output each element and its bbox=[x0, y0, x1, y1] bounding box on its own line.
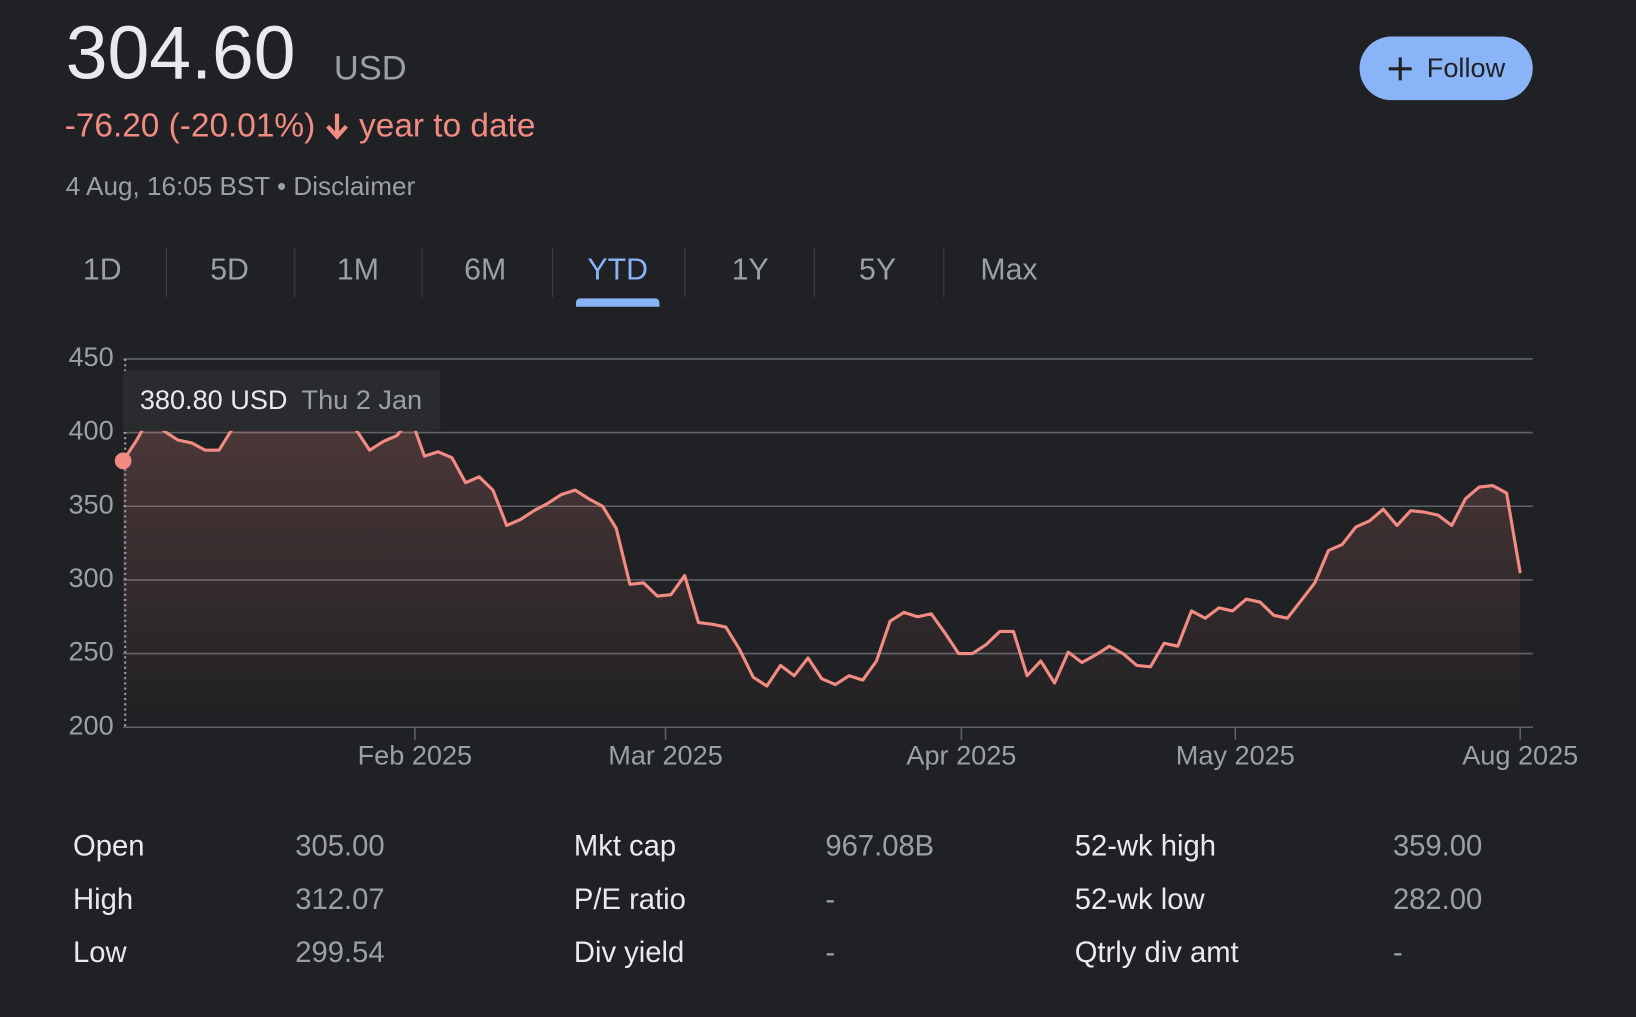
currency: USD bbox=[333, 47, 407, 87]
y-tick-label: 350 bbox=[68, 488, 113, 519]
disclaimer[interactable]: Disclaimer bbox=[293, 172, 416, 202]
chart: 200 250 300 350 400 450 Feb 2025 Mar 2025 Apr 20… bbox=[68, 341, 1578, 771]
follow-label: Follow bbox=[1426, 52, 1506, 84]
y-tick-label: 300 bbox=[68, 562, 113, 593]
down-arrow bbox=[326, 113, 349, 140]
tooltip-date: Thu 2 Jan bbox=[302, 384, 423, 415]
x-tick-label: May 2025 bbox=[1176, 740, 1295, 771]
stat-value: 282.00 bbox=[1392, 882, 1483, 916]
follow-button[interactable]: Follow bbox=[1359, 36, 1533, 101]
tab[interactable]: YTD bbox=[587, 253, 648, 287]
change: -76.20 (-20.01%) bbox=[64, 106, 316, 144]
tab-indicator bbox=[575, 298, 660, 307]
x-tick-label: Apr 2025 bbox=[906, 740, 1016, 771]
y-tick-label: 450 bbox=[68, 341, 113, 372]
stat-label: 52-wk low bbox=[1074, 882, 1205, 916]
tab[interactable]: 5Y bbox=[858, 253, 897, 287]
stat-label: Qtrly div amt bbox=[1074, 935, 1239, 969]
stat-value: - bbox=[1392, 935, 1403, 969]
y-tick-label: 200 bbox=[68, 709, 113, 740]
stat-value: 359.00 bbox=[1392, 829, 1483, 862]
price: 304.60 bbox=[65, 11, 296, 95]
tab-separator bbox=[165, 247, 167, 298]
stat-value: - bbox=[825, 882, 836, 916]
tab[interactable]: 6M bbox=[464, 253, 507, 287]
tab-separator bbox=[293, 247, 295, 298]
tab[interactable]: Max bbox=[980, 253, 1038, 287]
stat-value: - bbox=[825, 935, 836, 969]
hover-dot bbox=[114, 452, 132, 470]
stat-label: Low bbox=[73, 935, 127, 969]
tab-separator bbox=[421, 247, 423, 298]
timestamp: 4 Aug, 16:05 BST bbox=[65, 172, 270, 202]
period: year to date bbox=[359, 106, 536, 144]
stat-label: Div yield bbox=[573, 935, 685, 969]
tooltip-price: 380.80 USD bbox=[140, 384, 288, 415]
x-tick-label: Aug 2025 bbox=[1462, 740, 1578, 771]
y-tick-label: 250 bbox=[68, 636, 113, 667]
stat-value: 305.00 bbox=[295, 829, 385, 862]
change-line: -76.20 (-20.01%) year to date bbox=[65, 106, 536, 145]
tab-separator bbox=[683, 247, 685, 298]
y-tick-label: 400 bbox=[68, 415, 113, 446]
area bbox=[123, 411, 1521, 728]
plus-icon bbox=[1389, 56, 1413, 80]
stat-label: High bbox=[73, 882, 134, 916]
stat-label: P/E ratio bbox=[573, 882, 686, 916]
stat-label: 52-wk high bbox=[1074, 829, 1216, 862]
tab-separator bbox=[551, 247, 553, 298]
x-tick-label: Mar 2025 bbox=[608, 740, 723, 771]
stat-value: 299.54 bbox=[295, 935, 385, 969]
stat-value: 967.08B bbox=[825, 829, 935, 862]
separator: • bbox=[277, 172, 287, 202]
stat-label: Open bbox=[73, 829, 145, 862]
tab[interactable]: 1Y bbox=[731, 253, 769, 287]
tab[interactable]: 5D bbox=[210, 253, 249, 287]
x-tick-label: Feb 2025 bbox=[358, 740, 473, 771]
stat-value: 312.07 bbox=[295, 882, 385, 916]
tooltip-box bbox=[123, 370, 441, 431]
tab[interactable]: 1D bbox=[82, 253, 122, 287]
tab-separator bbox=[813, 247, 815, 298]
stat-label: Mkt cap bbox=[573, 829, 677, 862]
tab-separator bbox=[943, 247, 945, 298]
timestamp-line: 4 Aug, 16:05 BST • Disclaimer bbox=[66, 172, 415, 202]
tab[interactable]: 1M bbox=[336, 253, 379, 287]
